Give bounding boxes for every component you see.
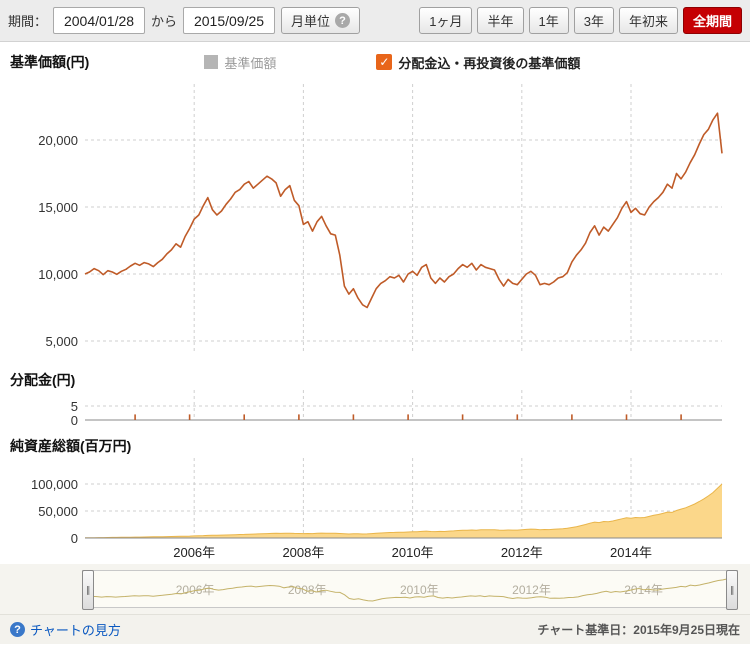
- range-button-group: 1ヶ月 半年 1年 3年 年初来 全期間: [419, 7, 742, 34]
- navigator-chart[interactable]: 2006年 2008年 2010年 2012年 2014年: [83, 571, 737, 607]
- range-navigator[interactable]: ∥ 2006年 2008年 2010年 2012年 2014年 ∥: [82, 570, 738, 610]
- main-chart-title: 基準価額(円): [10, 54, 90, 70]
- legend-row: 基準価額(円) 基準価額 ✓ 分配金込・再投資後の基準価額: [0, 42, 750, 76]
- range-button-6month[interactable]: 半年: [477, 7, 524, 34]
- bottom-strip: ∥ 2006年 2008年 2010年 2012年 2014年 ∥ ? チャートの見方 …: [0, 564, 750, 644]
- nav-price-chart: 5,000 10,000 15,000 20,000: [38, 84, 723, 354]
- svg-text:15,000: 15,000: [38, 200, 78, 215]
- svg-text:0: 0: [71, 531, 78, 546]
- range-button-3year[interactable]: 3年: [573, 7, 614, 34]
- svg-text:2008年: 2008年: [282, 545, 324, 560]
- range-button-ytd[interactable]: 年初来: [618, 7, 678, 34]
- svg-text:2008年: 2008年: [288, 583, 327, 597]
- range-button-1month[interactable]: 1ヶ月: [419, 7, 473, 34]
- grip-icon: ∥: [85, 584, 91, 595]
- help-icon[interactable]: ?: [335, 13, 351, 28]
- svg-text:2012年: 2012年: [512, 583, 551, 597]
- checkbox-checked-icon: ✓: [376, 54, 393, 70]
- range-button-all[interactable]: 全期間: [682, 7, 742, 34]
- legend-swatch-gray-icon: [204, 55, 219, 69]
- footer: ? チャートの見方 チャート基準日：2015年9月25日現在: [0, 614, 750, 644]
- distribution-chart: 50: [71, 390, 722, 428]
- navigator-right-handle[interactable]: ∥: [726, 570, 738, 610]
- chart-base-date: チャート基準日：2015年9月25日現在: [537, 623, 740, 637]
- svg-text:5: 5: [71, 399, 78, 414]
- chart-help-label: チャートの見方: [30, 623, 121, 638]
- svg-text:2010年: 2010年: [392, 545, 434, 560]
- monthly-unit-button[interactable]: 月単位 ?: [281, 7, 361, 34]
- svg-text:10,000: 10,000: [38, 267, 78, 282]
- net-assets-chart: 0 50,000 100,000 2006年 2008年 2010年 2012年 2014年: [31, 458, 723, 560]
- svg-text:100,000: 100,000: [31, 477, 78, 492]
- period-label: 期間：: [8, 14, 48, 29]
- period-connector: から: [151, 14, 178, 29]
- svg-text:2014年: 2014年: [610, 545, 652, 560]
- svg-text:2006年: 2006年: [173, 545, 215, 560]
- svg-text:2010年: 2010年: [400, 583, 439, 597]
- svg-text:20,000: 20,000: [38, 133, 78, 148]
- distribution-title: 分配金(円): [10, 372, 76, 388]
- range-button-1year[interactable]: 1年: [528, 7, 569, 34]
- navigator-left-handle[interactable]: ∥: [82, 570, 94, 610]
- svg-text:50,000: 50,000: [38, 504, 78, 519]
- period-toolbar: 期間： から 月単位 ? 1ヶ月 半年 1年 3年 年初来 全期間: [0, 0, 750, 42]
- legend-label-nav: 基準価額: [224, 55, 277, 71]
- period-end-input[interactable]: [183, 7, 276, 34]
- legend-item-reinvested[interactable]: ✓ 分配金込・再投資後の基準価額: [376, 53, 580, 72]
- chart-help-link[interactable]: ? チャートの見方: [10, 620, 121, 639]
- legend-label-reinvested: 分配金込・再投資後の基準価額: [398, 55, 581, 71]
- help-icon: ?: [10, 622, 25, 637]
- legend-item-nav[interactable]: 基準価額: [204, 53, 276, 72]
- svg-text:5,000: 5,000: [45, 334, 78, 349]
- assets-title: 純資産総額(百万円): [10, 438, 132, 454]
- svg-text:0: 0: [71, 413, 78, 428]
- svg-text:2012年: 2012年: [501, 545, 543, 560]
- period-start-input[interactable]: [53, 7, 146, 34]
- grip-icon: ∥: [729, 584, 735, 595]
